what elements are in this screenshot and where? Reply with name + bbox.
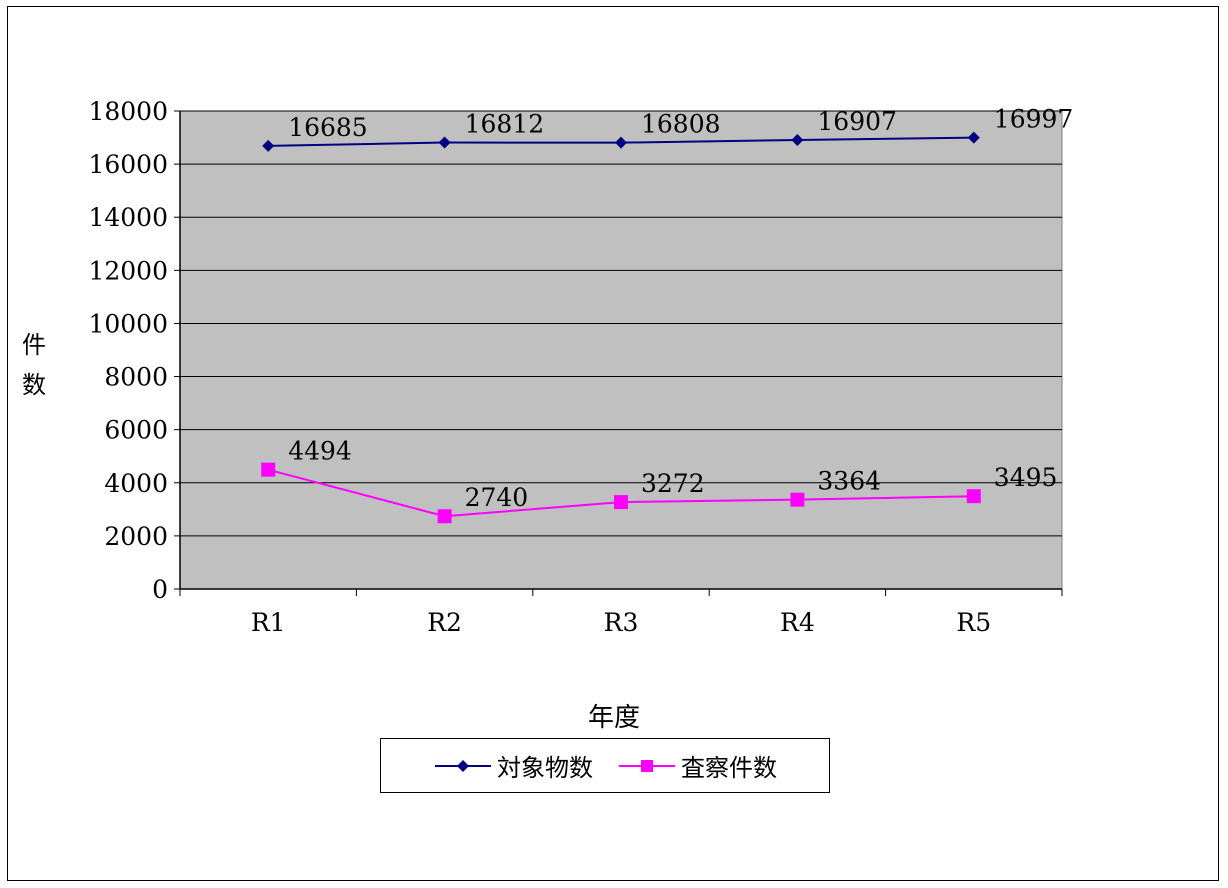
data-label-series-2: 3364 [817,467,881,496]
y-tick-label: 0 [152,575,168,604]
data-point-series-2 [790,492,805,507]
diamond-marker-icon [435,759,491,772]
y-tick-label: 18000 [88,97,168,126]
y-tick-label: 8000 [104,363,168,392]
x-tick-labels: R1 R2 R3 R4 R5 [251,608,991,637]
x-axis-label: 年度 [587,703,640,733]
data-point-series-2 [261,462,276,477]
square-marker-icon [619,759,675,772]
data-label-series-1: 16997 [994,105,1074,134]
legend-label-series-2: 査察件数 [681,754,777,782]
data-point-series-1 [615,136,627,149]
data-label-series-2: 3272 [641,469,705,498]
plot-area [179,110,1063,590]
legend-item-series-1: 対象物数 [433,748,593,783]
y-tick-label: 6000 [104,416,168,445]
data-point-series-1 [791,134,804,147]
series-group: 16685 16812 16808 16907 16997 4494 2740 3272 336… [261,105,1073,524]
data-label-series-2: 2740 [465,483,529,512]
axes [174,110,1063,596]
data-point-series-2 [437,509,452,524]
legend-item-series-2: 査察件数 [617,748,777,783]
y-tick-label: 16000 [88,150,168,179]
data-point-series-2 [966,489,981,504]
y-tick-label: 2000 [104,522,168,551]
data-label-series-2: 4494 [288,437,352,466]
legend: 対象物数 査察件数 [380,738,830,793]
gridlines [180,110,1062,537]
data-point-series-1 [438,136,451,149]
x-tick-label: R5 [956,608,991,637]
y-tick-labels: 0 2000 4000 6000 8000 10000 12000 14000 16000 180… [88,97,168,604]
x-tick-label: R3 [604,608,639,637]
x-tick-label: R2 [427,608,462,637]
y-axis-label-char-1: 件 [22,331,46,359]
data-label-series-1: 16812 [465,110,545,139]
data-label-series-1: 16907 [817,107,897,136]
y-tick-label: 4000 [104,469,168,498]
y-axis-label-char-2: 数 [22,371,46,399]
y-tick-label: 12000 [88,256,168,285]
data-label-series-1: 16685 [288,113,368,142]
data-point-series-2 [614,495,628,510]
y-tick-label: 14000 [88,203,168,232]
data-point-series-1 [967,131,980,144]
legend-label-series-1: 対象物数 [497,754,593,782]
x-tick-label: R4 [780,608,815,637]
data-label-series-2: 3495 [994,463,1058,492]
data-label-series-1: 16808 [641,110,721,139]
data-point-series-1 [262,139,275,152]
y-tick-label: 10000 [88,309,168,338]
x-tick-label: R1 [251,608,286,637]
